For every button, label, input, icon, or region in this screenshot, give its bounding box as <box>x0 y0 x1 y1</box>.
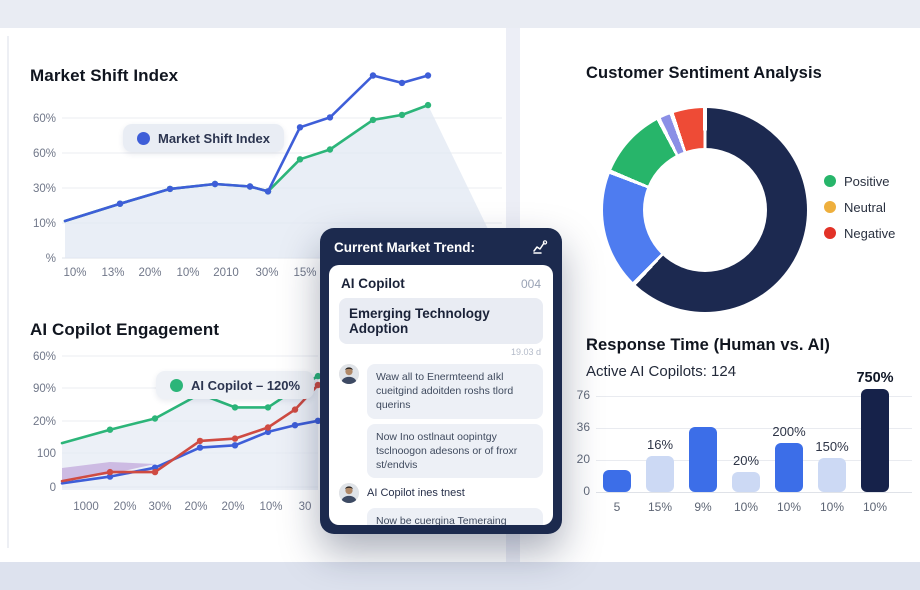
highlight-chip[interactable]: Emerging Technology Adoption <box>339 298 543 344</box>
legend-item-negative[interactable]: Negative <box>824 220 895 246</box>
svg-text:90%: 90% <box>33 383 56 395</box>
svg-text:%: % <box>46 253 56 265</box>
bar-2[interactable] <box>646 456 674 492</box>
bar-7[interactable] <box>861 389 889 492</box>
svg-text:20%: 20% <box>138 267 161 279</box>
chat-bubble: Now be cuergina Temeraing Texnolqry Adop… <box>367 508 543 525</box>
svg-text:20%: 20% <box>113 501 136 513</box>
response-time-title: Response Time (Human vs. AI) <box>586 336 830 354</box>
left-edge-line <box>7 36 9 548</box>
svg-text:60%: 60% <box>33 351 56 363</box>
svg-text:30: 30 <box>299 501 312 513</box>
bar-y-tick: 20 <box>576 452 590 466</box>
svg-text:30%: 30% <box>255 267 278 279</box>
card-title: AI Copilot <box>341 276 405 291</box>
chat-bubble: Now Ino ostlnaut oopintgy tsclnoogon ade… <box>367 423 543 479</box>
bar-x-tick: 10% <box>733 500 759 514</box>
active-copilots-subtitle: Active AI Copilots: 124 <box>586 363 737 380</box>
timestamp-top: 19.03 d <box>510 347 541 357</box>
svg-text:15%: 15% <box>293 267 316 279</box>
bar-3[interactable] <box>689 427 717 492</box>
neutral-dot <box>824 201 836 213</box>
bar-gridline <box>596 460 912 461</box>
sentiment-donut-hole <box>643 148 767 272</box>
bar-1[interactable] <box>603 470 631 492</box>
trend-chart-icon[interactable] <box>532 239 548 255</box>
negative-label: Negative <box>844 225 896 241</box>
svg-text:2010: 2010 <box>213 267 239 279</box>
market-shift-legend[interactable]: Market Shift Index <box>123 124 284 152</box>
svg-text:1000: 1000 <box>73 501 99 513</box>
modal-title: Current Market Trend: <box>334 239 476 255</box>
legend-dot-green <box>170 378 183 392</box>
svg-text:60%: 60% <box>33 148 56 160</box>
svg-text:13%: 13% <box>101 267 124 279</box>
bar-value-label: 150% <box>815 439 849 454</box>
bar-gridline <box>596 428 912 429</box>
chat-text: AI Copilot ines tnest <box>367 487 465 500</box>
sentiment-legend: Positive Neutral Negative <box>824 168 895 246</box>
engagement-title: AI Copilot Engagement <box>30 320 220 339</box>
svg-text:100: 100 <box>37 448 56 460</box>
svg-text:30%: 30% <box>148 501 171 513</box>
top-band <box>0 0 920 28</box>
bar-value-label: 750% <box>856 370 894 386</box>
bar-x-tick: 10% <box>819 500 845 514</box>
positive-label: Positive <box>844 173 890 189</box>
bar-y-tick: 0 <box>583 484 590 498</box>
svg-text:10%: 10% <box>33 218 56 230</box>
engagement-legend[interactable]: AI Copilot – 120% <box>156 371 315 399</box>
sentiment-title: Customer Sentiment Analysis <box>586 64 822 82</box>
legend-label: Market Shift Index <box>158 130 270 146</box>
bar-gridline <box>596 492 912 493</box>
chat-bubble: Waw all to Enermteend aIkl cueitgind ado… <box>367 364 543 419</box>
svg-text:60%: 60% <box>33 113 56 125</box>
legend-label: AI Copilot – 120% <box>191 377 301 393</box>
bar-6[interactable] <box>818 458 846 492</box>
card-badge: 004 <box>520 276 541 291</box>
bar-x-tick: 15% <box>647 500 673 514</box>
positive-dot <box>824 175 836 187</box>
svg-text:20%: 20% <box>221 501 244 513</box>
market-shift-chart: 60% 60% 30% 10%% 10% 13% 20% 10% 2010 30% 15% <box>33 72 502 279</box>
bar-value-label: 20% <box>732 453 760 468</box>
svg-text:20%: 20% <box>33 416 56 428</box>
bar-gridline <box>596 396 912 397</box>
response-time-bar-chart: 76 36 20 0 5 16% 15% 9% 20% 10% 200% 10% 150% 10% 750%… <box>560 370 918 540</box>
legend-item-neutral[interactable]: Neutral <box>824 194 895 220</box>
market-trend-modal: Current Market Trend: AI Copilot 004 Eme… <box>320 228 562 534</box>
message-list: Waw all to Enermteend aIkl cueitgind ado… <box>339 364 543 525</box>
bar-x-tick: 9% <box>694 500 712 514</box>
bar-y-tick: 76 <box>576 388 590 402</box>
svg-text:10%: 10% <box>63 267 86 279</box>
chat-avatar <box>339 483 359 504</box>
bar-x-tick: 5 <box>613 500 621 514</box>
svg-text:30%: 30% <box>33 183 56 195</box>
bar-x-tick: 10% <box>862 500 888 514</box>
market-shift-title: Market Shift Index <box>30 66 179 85</box>
bar-value-label: 16% <box>646 437 674 452</box>
svg-text:20%: 20% <box>184 501 207 513</box>
chat-message-row: AI Copilot ines tnest <box>339 483 543 504</box>
svg-text:10%: 10% <box>176 267 199 279</box>
chat-avatar <box>339 364 359 384</box>
bar-4[interactable] <box>732 472 760 492</box>
bar-x-tick: 10% <box>776 500 802 514</box>
legend-item-positive[interactable]: Positive <box>824 168 895 194</box>
bar-5[interactable] <box>775 443 803 492</box>
legend-dot-blue <box>137 131 150 145</box>
svg-text:0: 0 <box>50 482 56 494</box>
chat-message-row: Now Ino ostlnaut oopintgy tsclnoogon ade… <box>339 423 543 479</box>
bar-y-tick: 36 <box>576 420 590 434</box>
neutral-label: Neutral <box>844 199 886 215</box>
svg-text:10%: 10% <box>259 501 282 513</box>
copilot-card: AI Copilot 004 Emerging Technology Adopt… <box>329 265 553 525</box>
chat-message-row: Now be cuergina Temeraing Texnolqry Adop… <box>339 508 543 525</box>
bottom-band <box>0 562 920 590</box>
bar-value-label: 200% <box>772 424 806 439</box>
chat-message-row: Waw all to Enermteend aIkl cueitgind ado… <box>339 364 543 419</box>
negative-dot <box>824 227 836 239</box>
